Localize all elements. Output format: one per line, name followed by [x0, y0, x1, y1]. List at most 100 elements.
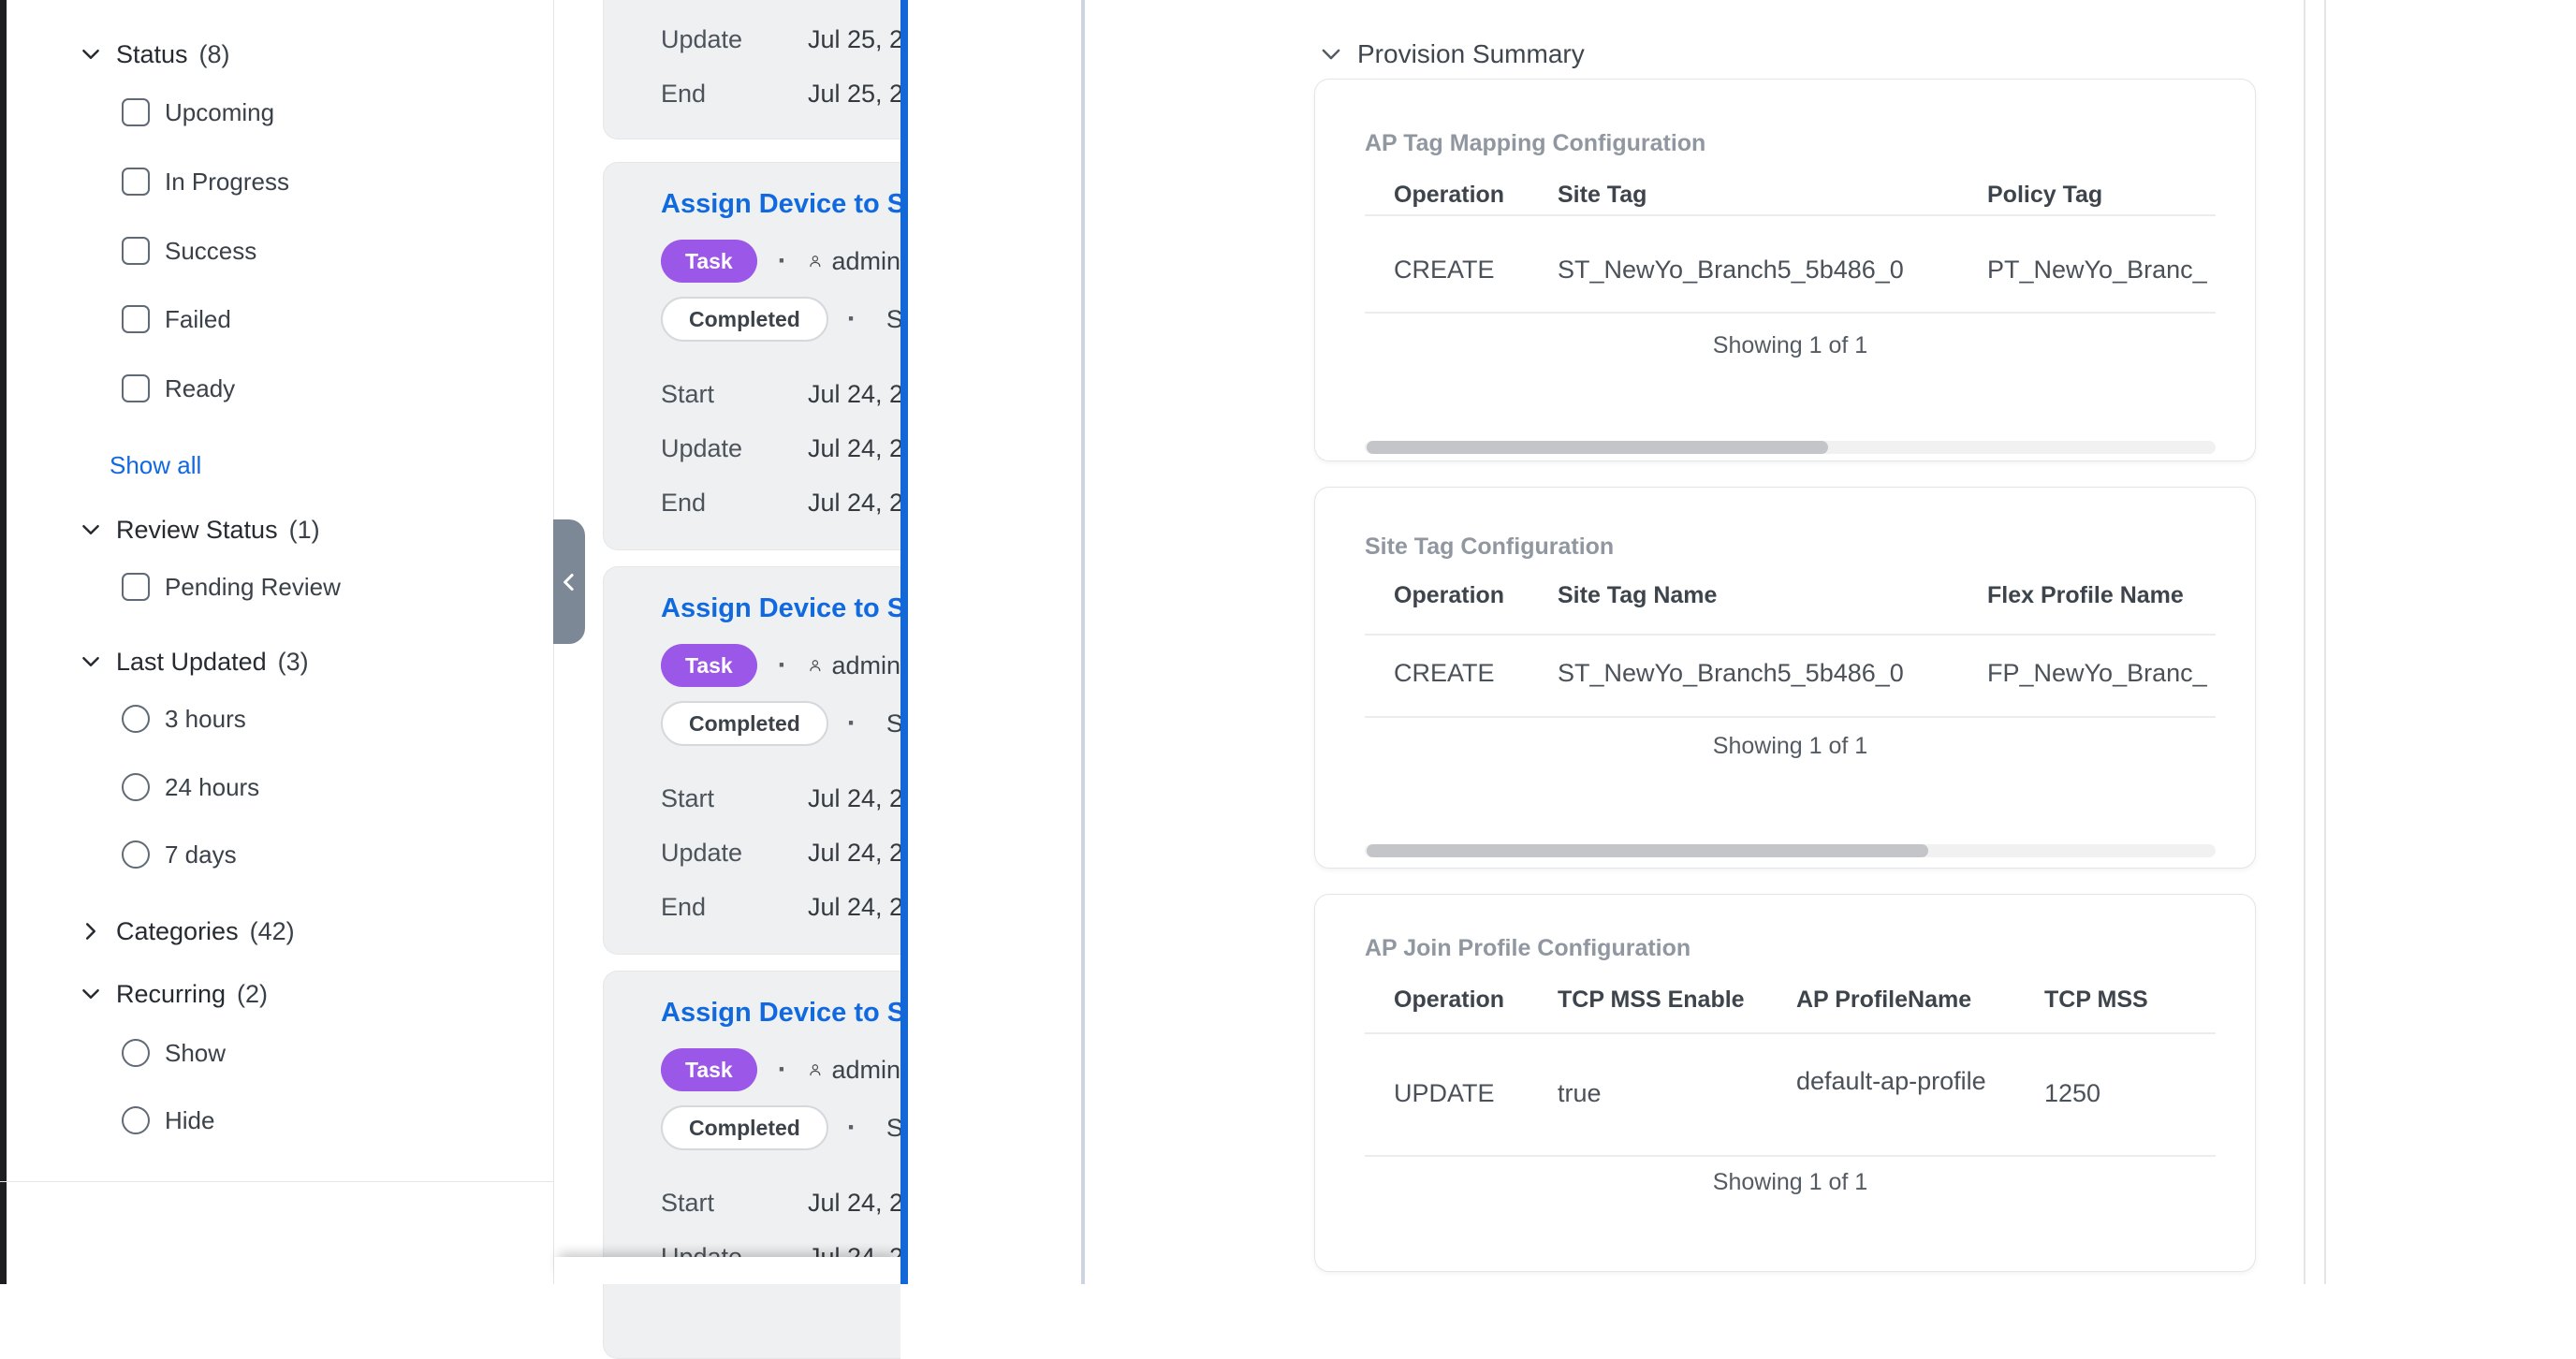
task-card[interactable]: Assign Device to S Task · admin Complete…: [603, 971, 900, 1359]
filter-option-success[interactable]: Success: [122, 235, 256, 267]
checkbox[interactable]: [122, 98, 150, 126]
filter-option-label: Upcoming: [165, 97, 275, 126]
radio-button[interactable]: [122, 705, 150, 733]
radio-button[interactable]: [122, 1039, 150, 1067]
filter-section-count: (3): [277, 647, 309, 676]
provision-summary-title: Provision Summary: [1357, 39, 1585, 68]
person-icon: [810, 660, 821, 672]
table-cell: ST_NewYo_Branch5_5b486_0: [1558, 256, 1904, 284]
provision-summary-header[interactable]: Provision Summary: [1318, 36, 1585, 73]
table-cell: CREATE: [1394, 659, 1495, 687]
checkbox[interactable]: [122, 573, 150, 601]
task-title-link[interactable]: Assign Device to S: [661, 593, 900, 623]
list-bottom-overlay: [554, 1257, 900, 1284]
task-meta-row: Task · admin: [661, 643, 900, 688]
show-all-label: Show all: [110, 450, 202, 479]
task-start-row: Start Jul 24, 2: [661, 783, 900, 813]
filter-option-3-hours[interactable]: 3 hours: [122, 703, 246, 735]
filter-option-pending-review[interactable]: Pending Review: [122, 571, 341, 603]
task-update-row: Update Jul 24, 2: [661, 433, 900, 463]
filter-section-count: (8): [198, 39, 230, 68]
table-divider: [1365, 634, 2216, 636]
sidebar-bottom-border: [0, 1181, 554, 1182]
filter-option-7-days[interactable]: 7 days: [122, 839, 237, 870]
column-header: Operation: [1394, 986, 1505, 1013]
radio-button[interactable]: [122, 773, 150, 801]
radio-button[interactable]: [122, 1106, 150, 1134]
chevron-down-icon: [1322, 49, 1340, 60]
show-all-link[interactable]: Show all: [110, 449, 201, 481]
filter-option-failed[interactable]: Failed: [122, 303, 231, 335]
field-label: Start: [661, 380, 715, 408]
table-cell: default-ap-profile: [1796, 1067, 1986, 1095]
vertical-divider: [2304, 0, 2305, 1284]
field-value: Jul 24, 2: [808, 434, 900, 462]
field-value: Jul 24, 2: [808, 839, 900, 867]
radio-button[interactable]: [122, 840, 150, 869]
horizontal-scrollbar[interactable]: [1365, 844, 2216, 857]
task-status-row: Completed · S: [661, 1105, 900, 1150]
table-footer: Showing 1 of 1: [1712, 332, 1868, 358]
task-meta-row: Task · admin: [661, 239, 900, 284]
filter-option-in-progress[interactable]: In Progress: [122, 166, 289, 197]
task-owner: admin: [831, 246, 900, 275]
chevron-down-icon: [82, 988, 99, 1000]
task-card[interactable]: Assign Device to S Task · admin Complete…: [603, 566, 900, 955]
field-value: Jul 24, 2: [808, 489, 900, 517]
task-end-row: End Jul 24, 2: [661, 488, 900, 518]
table-divider: [1365, 214, 2216, 216]
config-section-card: AP Join Profile Configuration Operation …: [1314, 894, 2256, 1272]
filter-option-label: 7 days: [165, 840, 237, 869]
task-status-badge: Completed: [661, 1105, 828, 1150]
checkbox[interactable]: [122, 374, 150, 402]
filter-section-categories[interactable]: Categories (42): [79, 915, 295, 947]
column-header: Site Tag: [1558, 182, 1647, 208]
filter-section-count: (2): [237, 979, 269, 1008]
filter-option-label: 3 hours: [165, 704, 246, 733]
task-result: S: [886, 1113, 900, 1142]
filter-section-label: Status: [116, 39, 188, 68]
checkbox[interactable]: [122, 168, 150, 196]
dot-separator: ·: [777, 650, 787, 680]
filter-option-upcoming[interactable]: Upcoming: [122, 96, 274, 128]
table-cell: ST_NewYo_Branch5_5b486_0: [1558, 659, 1904, 687]
task-type-badge: Task: [661, 240, 757, 283]
filter-section-review-status[interactable]: Review Status (1): [79, 514, 320, 546]
table-divider: [1365, 312, 2216, 314]
filter-option-hide[interactable]: Hide: [122, 1104, 214, 1136]
filter-option-label: 24 hours: [165, 772, 260, 801]
field-value: Jul 24, 2: [808, 1189, 900, 1217]
filter-section-recurring[interactable]: Recurring (2): [79, 978, 268, 1010]
column-header: Site Tag Name: [1558, 582, 1718, 608]
filter-option-label: Success: [165, 236, 257, 265]
checkbox[interactable]: [122, 305, 150, 333]
scrollbar-thumb[interactable]: [1367, 844, 1928, 857]
field-label: Start: [661, 1189, 715, 1217]
dot-separator: ·: [846, 1112, 856, 1143]
filter-option-show[interactable]: Show: [122, 1037, 226, 1069]
panel-left-accent-border: [900, 0, 908, 1284]
field-label: Update: [661, 25, 743, 53]
field-label: Update: [661, 839, 743, 867]
horizontal-scrollbar[interactable]: [1365, 441, 2216, 454]
task-title-link[interactable]: Assign Device to S: [661, 998, 900, 1028]
task-card[interactable]: Assign Device to S Task · admin Complete…: [603, 162, 900, 550]
field-value: Jul 25, 2: [808, 25, 900, 53]
filter-option-label: Failed: [165, 304, 231, 333]
filter-option-24-hours[interactable]: 24 hours: [122, 771, 259, 803]
checkbox[interactable]: [122, 237, 150, 265]
task-meta-row: Task · admin: [661, 1047, 900, 1092]
task-card-partial-top[interactable]: Update Jul 25, 2 End Jul 25, 2: [603, 0, 900, 139]
filter-section-last-updated[interactable]: Last Updated (3): [79, 646, 309, 678]
sidebar-collapse-handle[interactable]: [553, 519, 585, 644]
vertical-divider: [2324, 0, 2326, 1284]
field-value: Jul 24, 2: [808, 893, 900, 921]
field-value: Jul 24, 2: [808, 380, 900, 408]
task-title-link[interactable]: Assign Device to S: [661, 189, 900, 219]
vertical-divider: [1081, 0, 1085, 1284]
scrollbar-thumb[interactable]: [1367, 441, 1828, 454]
filter-option-ready[interactable]: Ready: [122, 373, 235, 404]
filter-section-status[interactable]: Status (8): [79, 38, 230, 70]
task-status-badge: Completed: [661, 701, 828, 746]
field-label: Update: [661, 434, 743, 462]
